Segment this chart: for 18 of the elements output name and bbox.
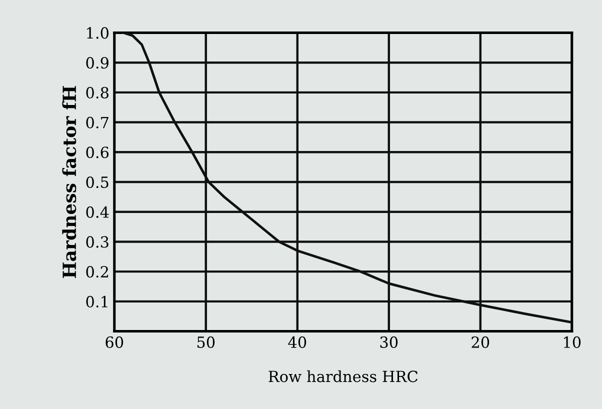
- x-tick-label: 10: [564, 336, 581, 348]
- x-tick-label: 40: [288, 336, 306, 348]
- y-tick-label: 0.3: [86, 236, 108, 248]
- y-tick-label: 0.7: [86, 116, 108, 128]
- x-axis-title: Row hardness HRC: [268, 370, 418, 382]
- y-tick-label: 0.4: [86, 206, 109, 218]
- y-tick-label: 0.9: [86, 57, 108, 69]
- y-tick-label: 0.1: [86, 296, 108, 308]
- y-tick-label: 0.2: [86, 266, 108, 278]
- x-tick-label: 30: [380, 336, 398, 348]
- x-tick-label: 60: [106, 336, 124, 348]
- y-tick-label: 0.8: [86, 86, 108, 98]
- y-tick-label: 0.5: [86, 176, 108, 188]
- y-axis-title: Hardness factor fH: [62, 86, 76, 278]
- x-tick-label: 50: [197, 336, 215, 348]
- y-tick-label: 1.0: [87, 27, 109, 39]
- x-tick-label: 20: [472, 336, 490, 348]
- y-tick-label: 0.6: [86, 146, 109, 158]
